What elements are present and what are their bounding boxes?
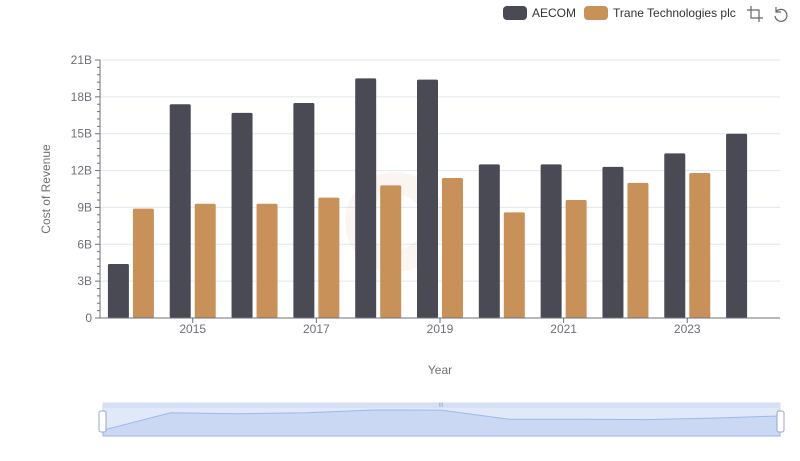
- bar-aecom-2022[interactable]: [602, 166, 624, 318]
- bars: [107, 78, 748, 319]
- bar-trane-2022[interactable]: [627, 182, 649, 318]
- y-tick-label: 18B: [71, 90, 92, 104]
- x-tick-label: 2021: [550, 322, 577, 336]
- x-tick-label: 2019: [427, 322, 454, 336]
- y-tick-label: 6B: [77, 237, 92, 251]
- legend-item-aecom[interactable]: AECOM: [503, 6, 576, 20]
- bar-aecom-2020[interactable]: [478, 164, 500, 318]
- slider-grip-icon[interactable]: III: [438, 403, 443, 409]
- x-tick-label: 2017: [303, 322, 330, 336]
- bar-trane-2020[interactable]: [503, 212, 525, 318]
- legend: AECOM Trane Technologies plc: [503, 4, 744, 22]
- y-tick-label: 0: [85, 311, 92, 325]
- bar-trane-2019[interactable]: [442, 177, 463, 318]
- x-tick-label: 2023: [674, 322, 701, 336]
- legend-label-aecom: AECOM: [532, 6, 577, 20]
- bar-aecom-2019[interactable]: [417, 79, 438, 319]
- data-zoom-slider[interactable]: III: [98, 402, 785, 437]
- x-tick-label: 2015: [179, 322, 206, 336]
- slider-handle-left[interactable]: [98, 410, 107, 433]
- slider-selection: [103, 403, 780, 436]
- legend-item-trane[interactable]: Trane Technologies plc: [584, 6, 736, 20]
- bar-aecom-2015[interactable]: [169, 104, 191, 318]
- bar-aecom-2021[interactable]: [540, 164, 562, 318]
- legend-swatch-aecom: [503, 6, 527, 20]
- y-axis: 0 3B 6B 9B 12B 15B 18B 21B: [71, 53, 101, 325]
- legend-swatch-trane: [584, 6, 609, 20]
- bar-aecom-2014[interactable]: [107, 263, 129, 318]
- slider-top-bar[interactable]: [103, 403, 780, 408]
- x-axis: 2015 2017 2019 2021 2023: [100, 317, 780, 336]
- slider-handle-right[interactable]: [776, 410, 785, 433]
- bar-aecom-2016[interactable]: [231, 112, 253, 318]
- y-axis-title: Cost of Revenue: [39, 144, 53, 234]
- bar-trane-2016[interactable]: [256, 203, 278, 318]
- zoom-icon[interactable]: [747, 6, 763, 22]
- y-tick-label: 15B: [71, 127, 92, 141]
- bar-trane-2023[interactable]: [689, 173, 711, 318]
- bar-trane-2017[interactable]: [318, 197, 340, 318]
- x-axis-title: Year: [428, 363, 452, 377]
- y-tick-label: 21B: [71, 53, 92, 67]
- bar-aecom-2017[interactable]: [293, 103, 315, 318]
- bar-trane-2018[interactable]: [380, 185, 402, 318]
- bar-trane-2015[interactable]: [194, 203, 216, 318]
- slider-preview-area: [102, 409, 781, 437]
- bar-trane-2014[interactable]: [132, 208, 154, 318]
- restore-icon[interactable]: [773, 6, 789, 22]
- bar-aecom-2023[interactable]: [664, 153, 686, 318]
- y-tick-label: 3B: [77, 274, 92, 288]
- bar-trane-2021[interactable]: [565, 200, 587, 318]
- legend-label-trane: Trane Technologies plc: [613, 6, 736, 20]
- bar-aecom-2024[interactable]: [726, 133, 748, 318]
- y-tick-label: 9B: [77, 200, 92, 214]
- y-tick-label: 12B: [71, 164, 92, 178]
- bar-aecom-2018[interactable]: [355, 78, 377, 318]
- toolbox: [747, 6, 799, 22]
